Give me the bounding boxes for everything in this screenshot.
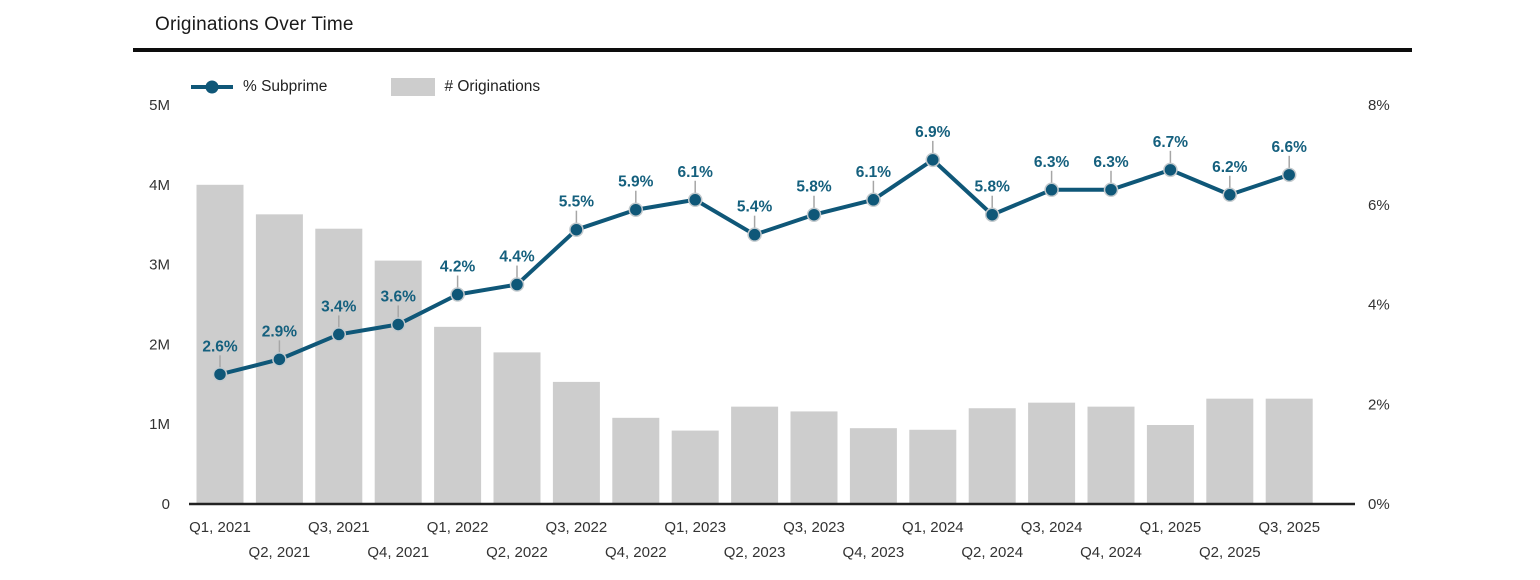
data-point-label: 4.2%: [440, 259, 476, 276]
line-series-swatch-icon: [191, 80, 233, 94]
data-point-label: 3.6%: [381, 288, 417, 305]
data-point-label: 2.6%: [202, 338, 238, 355]
x-axis-tick: Q4, 2023: [843, 544, 905, 561]
legend-label-originations: # Originations: [444, 78, 541, 95]
legend-item-subprime: % Subprime: [190, 78, 327, 96]
left-axis-tick: 2M: [149, 336, 170, 353]
data-point-marker: [331, 327, 347, 342]
data-point-marker: [272, 352, 287, 367]
data-point-marker: [569, 222, 584, 237]
origination-bar: [374, 260, 422, 504]
data-point-label: 3.4%: [321, 298, 357, 315]
origination-bar: [196, 184, 244, 505]
x-axis-tick: Q1, 2022: [427, 519, 489, 536]
origination-bar: [671, 430, 719, 504]
origination-bar: [493, 352, 541, 504]
right-axis-tick: 4%: [1368, 297, 1390, 314]
left-axis-tick: 5M: [149, 97, 170, 114]
data-point-label: 4.4%: [499, 249, 535, 266]
data-point-marker: [1044, 182, 1059, 198]
data-point-label: 5.8%: [796, 179, 832, 196]
data-point-marker: [628, 202, 644, 217]
data-point-marker: [747, 227, 762, 242]
origination-bar: [552, 381, 600, 504]
data-point-label: 6.2%: [1212, 159, 1248, 176]
data-point-label: 6.7%: [1153, 134, 1189, 151]
data-point-label: 2.9%: [262, 323, 298, 340]
origination-bar: [968, 408, 1016, 504]
right-axis-tick: 0%: [1368, 496, 1390, 513]
bar-series-swatch-icon: [391, 78, 436, 96]
origination-bar: [315, 228, 363, 504]
data-point-marker: [1163, 162, 1178, 178]
origination-bar: [612, 417, 660, 504]
data-point-marker: [925, 152, 941, 168]
x-axis-tick: Q3, 2021: [308, 519, 370, 536]
data-point-marker: [866, 192, 881, 208]
data-point-label: 6.3%: [1093, 154, 1129, 171]
origination-bar: [1028, 402, 1076, 504]
x-axis-tick: Q2, 2023: [724, 544, 786, 561]
data-point-marker: [509, 277, 525, 292]
x-axis-tick: Q3, 2023: [783, 519, 845, 536]
x-axis-tick: Q4, 2022: [605, 544, 667, 561]
x-axis-tick: Q1, 2023: [664, 519, 726, 536]
origination-bar: [1206, 398, 1254, 504]
origination-bar: [849, 428, 897, 504]
data-point-marker: [1222, 187, 1238, 203]
data-point-label: 6.1%: [856, 164, 892, 181]
chart-title: Originations Over Time: [155, 14, 354, 35]
right-axis-tick: 6%: [1368, 197, 1390, 214]
x-axis-tick: Q3, 2022: [546, 519, 608, 536]
data-point-marker: [390, 317, 406, 332]
left-axis-tick: 1M: [149, 416, 170, 433]
origination-bar: [1265, 398, 1313, 504]
data-point-marker: [806, 207, 822, 222]
data-point-label: 5.9%: [618, 174, 654, 191]
data-point-label: 5.4%: [737, 199, 773, 216]
data-point-label: 6.1%: [678, 164, 714, 181]
title-rule: [133, 48, 1412, 52]
x-axis-tick: Q2, 2025: [1199, 544, 1261, 561]
origination-bar: [1087, 406, 1135, 504]
legend: % Subprime # Originations: [190, 78, 540, 96]
right-axis-tick: 8%: [1368, 97, 1390, 114]
left-axis-tick: 4M: [149, 177, 170, 194]
x-axis-tick: Q2, 2021: [249, 544, 311, 561]
data-point-marker: [1281, 167, 1297, 183]
data-point-marker: [212, 367, 228, 382]
origination-bar: [434, 326, 482, 504]
data-point-marker: [687, 192, 703, 208]
origination-bar: [731, 406, 779, 504]
legend-item-originations: # Originations: [391, 78, 540, 96]
data-point-label: 6.3%: [1034, 154, 1070, 171]
data-point-label: 5.8%: [975, 179, 1011, 196]
x-axis-tick: Q2, 2022: [486, 544, 548, 561]
x-axis-tick: Q1, 2021: [189, 519, 251, 536]
origination-bar: [909, 429, 957, 504]
right-axis-tick: 2%: [1368, 396, 1390, 413]
legend-label-subprime: % Subprime: [243, 78, 328, 95]
left-axis-tick: 3M: [149, 257, 170, 274]
x-axis-tick: Q1, 2025: [1140, 519, 1202, 536]
x-axis-tick: Q2, 2024: [961, 544, 1023, 561]
data-point-label: 6.6%: [1272, 139, 1308, 156]
data-point-label: 6.9%: [915, 124, 951, 141]
left-axis-tick: 0: [162, 496, 170, 513]
x-axis-tick: Q3, 2024: [1021, 519, 1083, 536]
origination-bar: [1146, 424, 1194, 504]
data-point-label: 5.5%: [559, 194, 595, 211]
data-point-marker: [1103, 182, 1119, 198]
data-point-marker: [984, 207, 1000, 222]
origination-bar: [790, 411, 838, 504]
x-axis-tick: Q3, 2025: [1258, 519, 1320, 536]
data-point-marker: [450, 287, 465, 302]
x-axis-tick: Q4, 2024: [1080, 544, 1142, 561]
x-axis-tick: Q1, 2024: [902, 519, 964, 536]
x-axis-tick: Q4, 2021: [367, 544, 429, 561]
